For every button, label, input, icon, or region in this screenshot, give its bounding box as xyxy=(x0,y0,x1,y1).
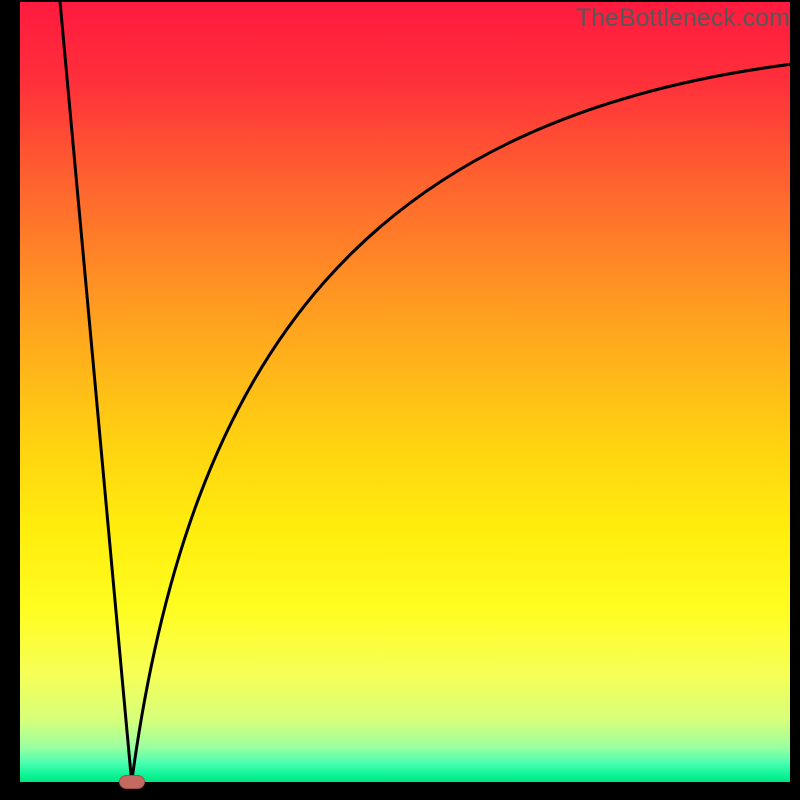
min-marker-pill xyxy=(119,776,144,789)
stage: TheBottleneck.com xyxy=(0,0,800,800)
curve-layer xyxy=(20,2,790,782)
bottleneck-curve xyxy=(60,2,790,782)
min-marker xyxy=(119,775,145,789)
watermark-text: TheBottleneck.com xyxy=(576,4,790,33)
plot-area xyxy=(20,2,790,782)
